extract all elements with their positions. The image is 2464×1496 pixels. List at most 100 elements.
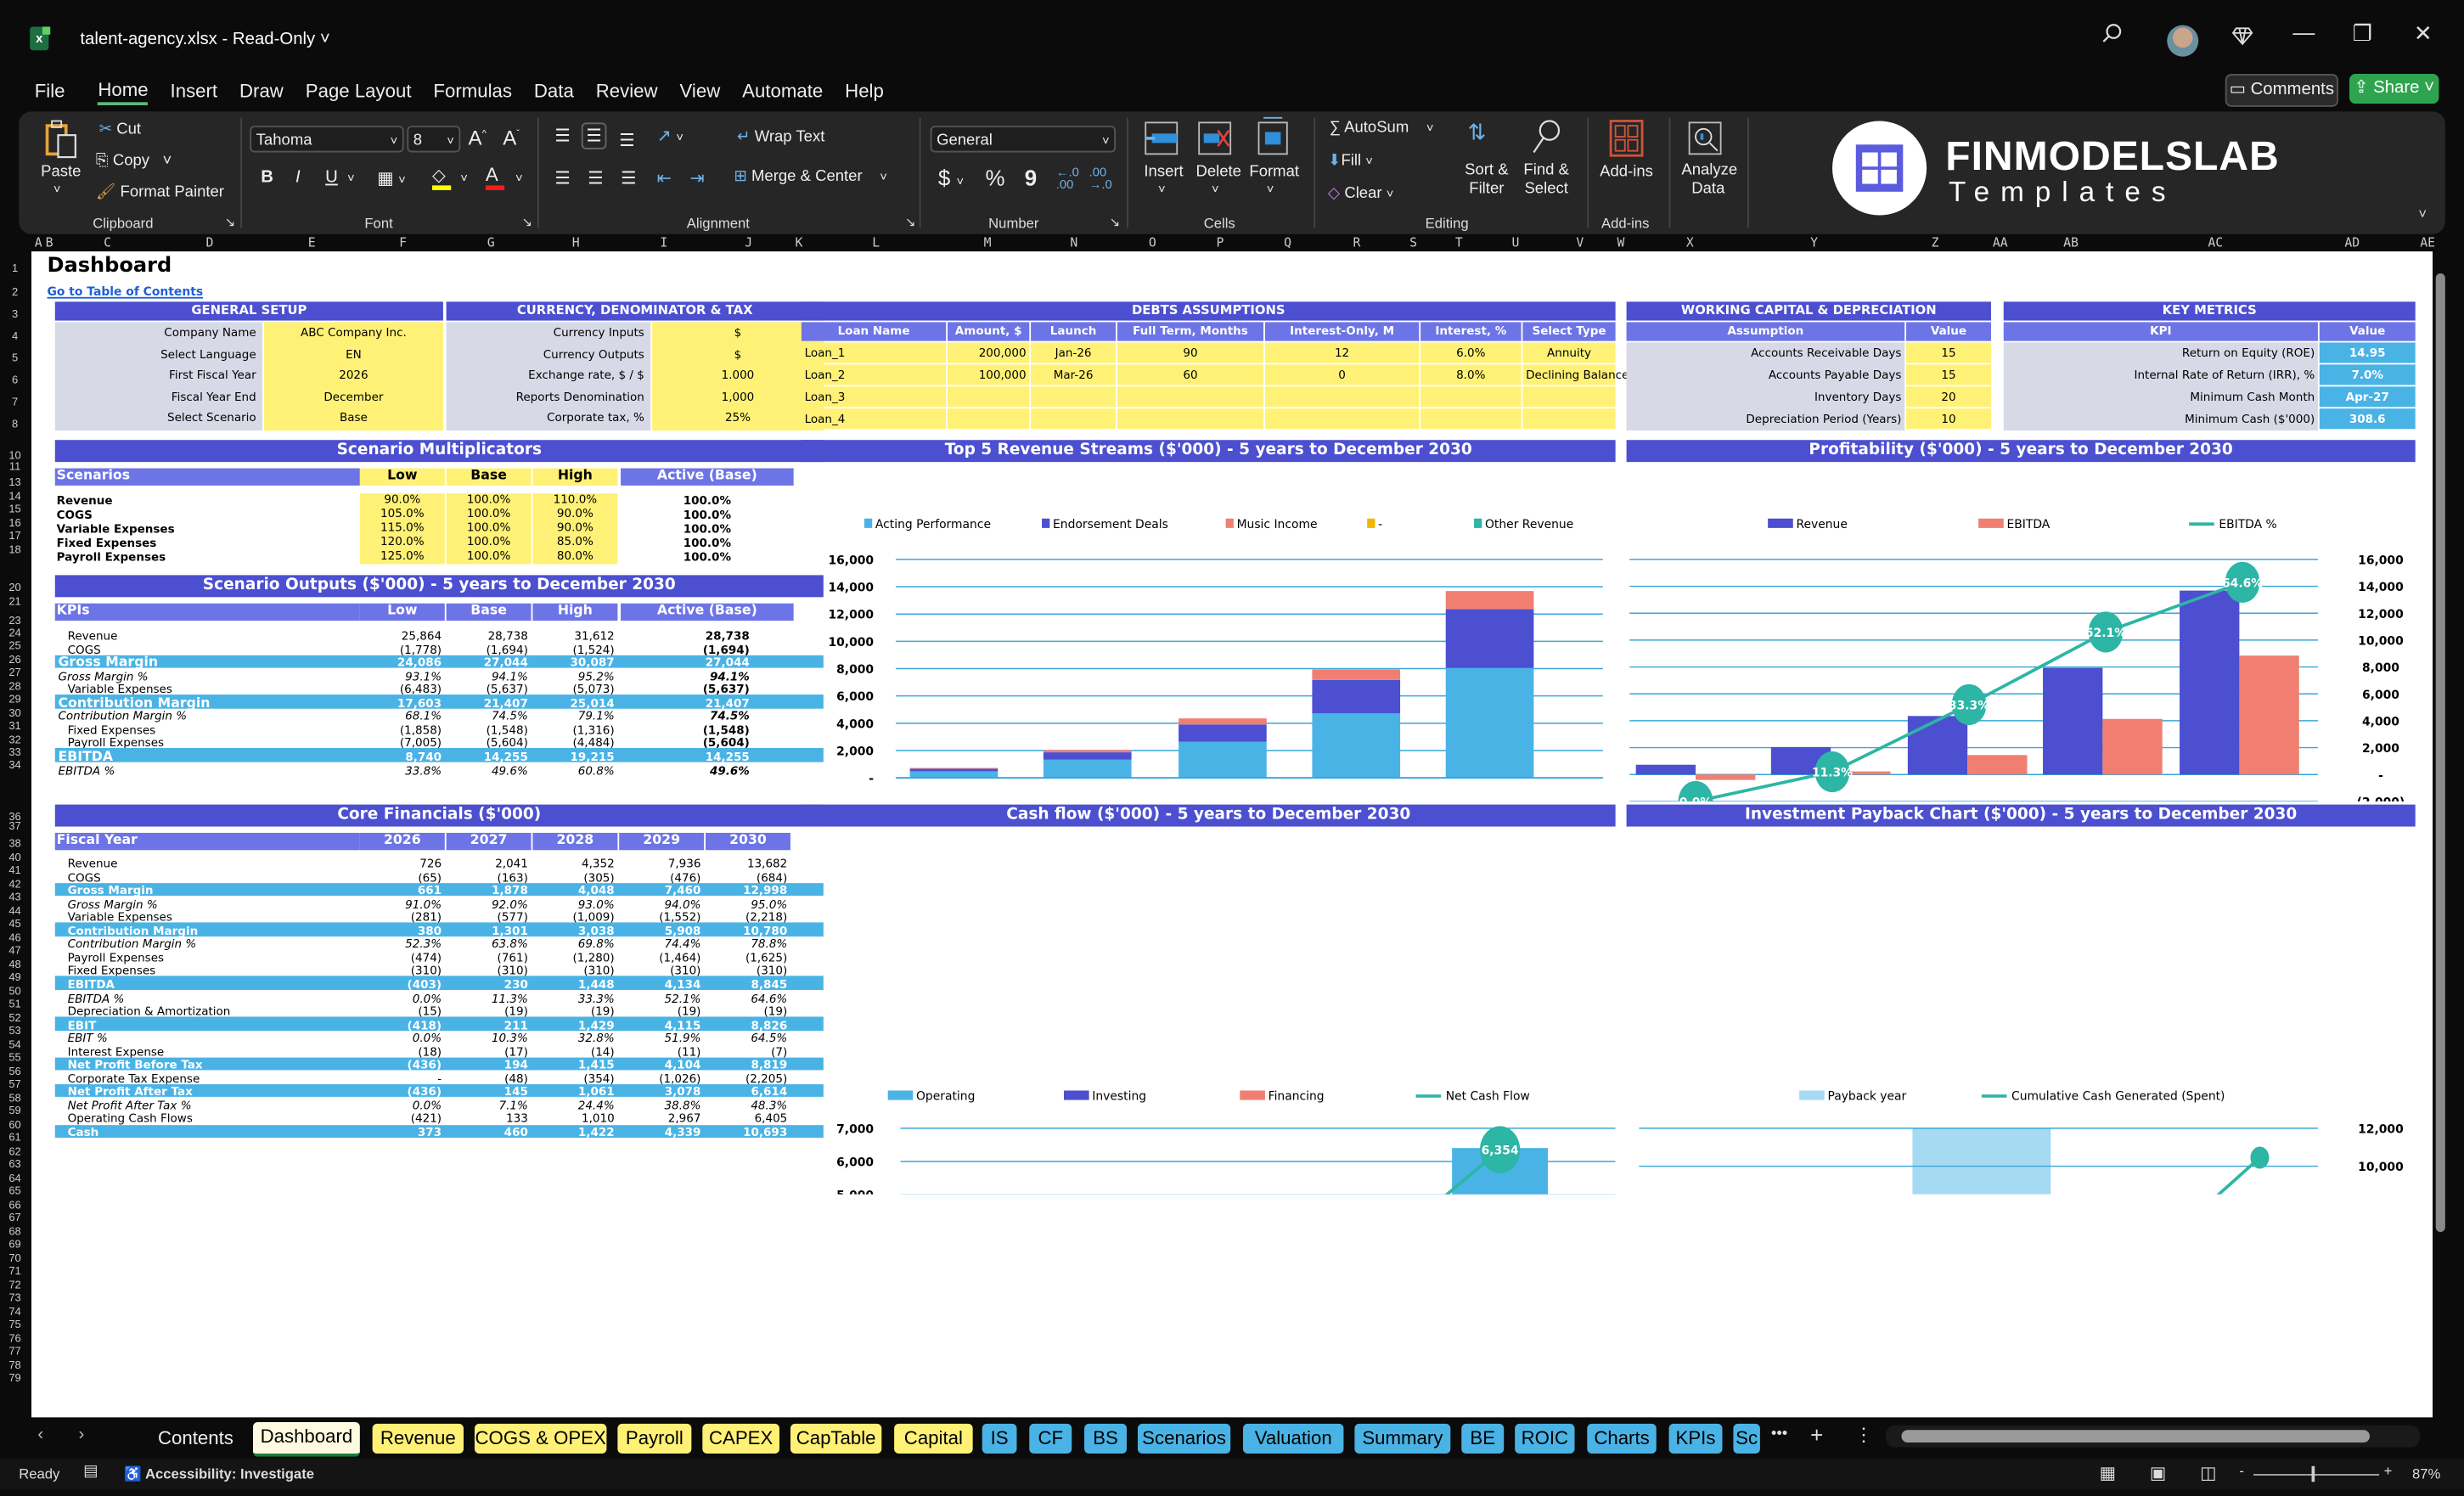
collapse-ribbon-icon[interactable]: ˅ xyxy=(2418,205,2427,222)
col-header[interactable]: Y xyxy=(1810,235,1819,250)
insert-cells-button[interactable]: Insert xyxy=(1144,163,1184,181)
col-header[interactable]: H xyxy=(571,235,580,250)
zoom-in-button[interactable]: + xyxy=(2383,1463,2393,1479)
add-sheet-icon[interactable]: + xyxy=(1810,1421,1824,1448)
row-header[interactable]: 78 xyxy=(8,1360,21,1372)
insert-dropdown-icon[interactable]: ˅ xyxy=(1158,182,1166,197)
row-header[interactable]: 30 xyxy=(8,708,21,720)
row-header[interactable]: 11 xyxy=(8,462,21,474)
scenario-multiplier-value[interactable]: 100.0% xyxy=(446,492,532,507)
increase-font-icon[interactable]: A^ xyxy=(468,126,487,149)
insert-cells-icon[interactable] xyxy=(1143,120,1180,162)
debts-cell[interactable]: 6.0% xyxy=(1420,342,1522,363)
page-break-view-icon[interactable]: ◫ xyxy=(2200,1464,2217,1484)
bar-segment[interactable] xyxy=(1179,741,1267,779)
bar-segment[interactable] xyxy=(1312,713,1401,779)
analyze-data-icon[interactable] xyxy=(1686,120,1724,162)
bar[interactable] xyxy=(2102,718,2163,775)
row-header[interactable]: 66 xyxy=(8,1201,21,1212)
number-format-combo[interactable]: General ˅ xyxy=(930,126,1117,153)
col-header[interactable]: I xyxy=(660,235,668,250)
row-header[interactable]: 41 xyxy=(8,865,21,877)
general-setup-value[interactable]: Base xyxy=(339,410,368,425)
bar-segment[interactable] xyxy=(1043,752,1132,760)
font-launcher-icon[interactable]: ↘ xyxy=(521,215,532,230)
orientation-icon[interactable]: ↗ ˅ xyxy=(656,127,684,147)
row-header[interactable]: 26 xyxy=(8,655,21,666)
menu-automate[interactable]: Automate xyxy=(742,80,824,103)
paste-button[interactable]: Paste xyxy=(41,163,82,181)
col-header[interactable]: T xyxy=(1454,235,1463,250)
col-header[interactable]: AD xyxy=(2344,235,2360,250)
data-point-marker[interactable] xyxy=(1678,780,1713,801)
row-header[interactable]: 51 xyxy=(8,999,21,1011)
col-header[interactable]: M xyxy=(983,235,992,250)
row-header[interactable]: 27 xyxy=(8,667,21,679)
search-icon[interactable] xyxy=(2101,22,2124,48)
row-header[interactable]: 29 xyxy=(8,695,21,706)
debts-cell[interactable] xyxy=(1522,386,1616,408)
comments-button[interactable]: ▭ Comments xyxy=(2225,73,2338,107)
col-header[interactable]: J xyxy=(745,235,753,250)
row-header[interactable]: 13 xyxy=(8,477,21,489)
debts-cell[interactable]: Loan_4 xyxy=(801,408,947,430)
align-left-icon[interactable]: ☰ xyxy=(554,169,571,189)
row-header[interactable]: 73 xyxy=(8,1293,21,1305)
row-header[interactable]: 40 xyxy=(8,852,21,864)
sheet-tab-is[interactable]: IS xyxy=(982,1423,1017,1454)
sort-filter-icon[interactable]: ⇅ xyxy=(1467,119,1487,145)
row-header[interactable]: 60 xyxy=(8,1120,21,1132)
row-header[interactable]: 77 xyxy=(8,1347,21,1358)
debts-cell[interactable]: Jan-26 xyxy=(1031,342,1117,363)
sheet-tab-charts[interactable]: Charts xyxy=(1587,1423,1657,1454)
align-top-icon[interactable]: ☰ xyxy=(554,127,571,147)
col-header[interactable]: G xyxy=(487,235,495,250)
horizontal-scroll-thumb[interactable] xyxy=(1901,1430,2371,1443)
debts-cell[interactable]: Loan_1 xyxy=(801,342,947,363)
debts-cell[interactable] xyxy=(1031,386,1117,408)
row-header[interactable]: 25 xyxy=(8,641,21,653)
bold-button[interactable]: B xyxy=(261,168,273,188)
debts-cell[interactable]: 8.0% xyxy=(1420,364,1522,385)
sheet-tab-sc[interactable]: Sc xyxy=(1733,1423,1760,1454)
data-point-marker[interactable] xyxy=(2088,611,2124,653)
font-size-combo[interactable]: 8 ˅ xyxy=(407,126,461,153)
sheet-tab-captable[interactable]: CapTable xyxy=(790,1423,882,1454)
debts-cell[interactable] xyxy=(1420,408,1522,430)
addins-icon[interactable] xyxy=(1609,120,1644,162)
debts-cell[interactable]: 200,000 xyxy=(948,342,1030,363)
bar-segment[interactable] xyxy=(909,768,999,772)
row-header[interactable]: 70 xyxy=(8,1253,21,1265)
alignment-launcher-icon[interactable]: ↘ xyxy=(905,215,916,230)
bar[interactable] xyxy=(2043,667,2103,775)
scenario-multiplier-value[interactable]: 90.0% xyxy=(532,521,618,536)
row-header[interactable]: 62 xyxy=(8,1147,21,1159)
delete-cells-button[interactable]: Delete xyxy=(1195,163,1241,181)
row-header[interactable]: 17 xyxy=(8,531,21,543)
menu-home[interactable]: Home xyxy=(98,78,149,105)
menu-insert[interactable]: Insert xyxy=(170,80,218,103)
menu-page-layout[interactable]: Page Layout xyxy=(305,80,412,103)
row-header[interactable]: 53 xyxy=(8,1026,21,1038)
addins-button[interactable]: Add-ins xyxy=(1600,163,1653,181)
col-header[interactable]: Q xyxy=(1284,235,1292,250)
sheet-tab-capital[interactable]: Capital xyxy=(894,1423,973,1454)
paste-dropdown-icon[interactable]: ˅ xyxy=(53,182,61,197)
row-header[interactable]: 56 xyxy=(8,1066,21,1078)
zoom-slider-thumb[interactable] xyxy=(2311,1465,2315,1482)
row-header[interactable]: 16 xyxy=(8,518,21,530)
font-color-icon[interactable]: A xyxy=(485,163,505,190)
col-header[interactable]: N xyxy=(1070,235,1078,250)
debts-cell[interactable] xyxy=(1117,408,1264,430)
align-center-icon[interactable]: ☰ xyxy=(588,169,604,189)
restore-icon[interactable]: ❐ xyxy=(2352,20,2372,46)
col-header[interactable]: X xyxy=(1685,235,1694,250)
bar-segment[interactable] xyxy=(1312,669,1401,680)
general-setup-value[interactable]: December xyxy=(323,389,384,404)
row-header[interactable]: 54 xyxy=(8,1040,21,1052)
fill-button[interactable]: ⬇Fill ˅ xyxy=(1327,152,1373,170)
zoom-slider[interactable] xyxy=(2253,1474,2380,1476)
fill-color-dropdown-icon[interactable]: ˅ xyxy=(460,171,468,186)
menu-data[interactable]: Data xyxy=(533,80,574,103)
scenario-multiplier-value[interactable]: 100.0% xyxy=(446,536,532,550)
